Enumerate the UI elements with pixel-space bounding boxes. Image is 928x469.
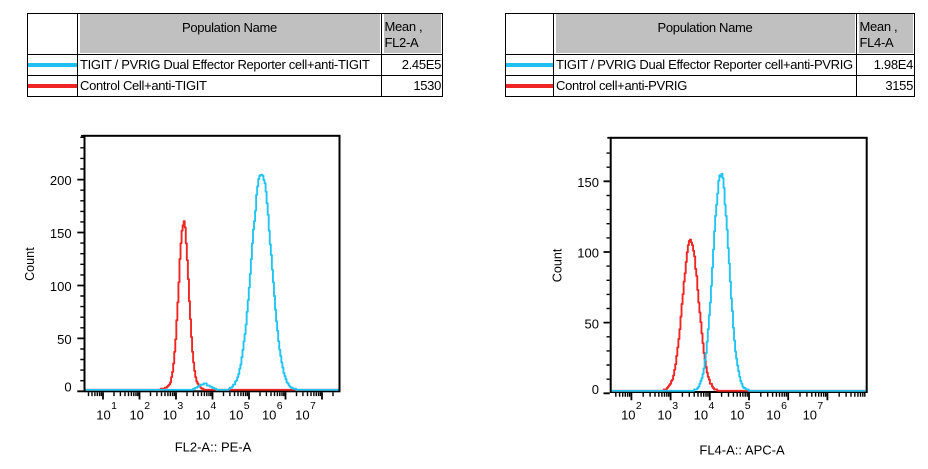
svg-text:50: 50: [57, 332, 71, 347]
svg-text:0: 0: [592, 382, 599, 397]
svg-text:10: 10: [730, 407, 744, 422]
svg-text:150: 150: [50, 226, 72, 241]
svg-text:10: 10: [163, 407, 177, 422]
svg-text:10: 10: [96, 407, 110, 422]
svg-text:0: 0: [64, 380, 71, 395]
svg-text:150: 150: [577, 175, 599, 190]
svg-text:3: 3: [177, 400, 183, 412]
svg-text:FL2-A:: PE-A: FL2-A:: PE-A: [175, 440, 252, 455]
svg-text:10: 10: [129, 407, 143, 422]
svg-text:7: 7: [310, 400, 316, 412]
svg-text:100: 100: [50, 279, 72, 294]
svg-text:FL4-A:: APC-A: FL4-A:: APC-A: [699, 443, 785, 458]
svg-text:10: 10: [803, 407, 817, 422]
svg-text:1: 1: [111, 400, 117, 412]
svg-text:10: 10: [621, 407, 635, 422]
svg-text:50: 50: [585, 316, 599, 331]
svg-text:5: 5: [745, 400, 751, 412]
svg-text:2: 2: [144, 400, 150, 412]
svg-text:3: 3: [672, 400, 678, 412]
svg-text:2: 2: [636, 400, 642, 412]
svg-text:Count: Count: [550, 248, 564, 282]
svg-text:10: 10: [295, 407, 309, 422]
svg-text:10: 10: [766, 407, 780, 422]
svg-text:5: 5: [244, 400, 250, 412]
svg-text:200: 200: [50, 173, 72, 188]
svg-text:7: 7: [817, 400, 823, 412]
svg-text:10: 10: [657, 407, 671, 422]
svg-text:100: 100: [577, 246, 599, 261]
svg-text:10: 10: [694, 407, 708, 422]
svg-text:6: 6: [781, 400, 787, 412]
svg-text:4: 4: [709, 400, 715, 412]
svg-text:4: 4: [211, 400, 217, 412]
svg-text:10: 10: [196, 407, 210, 422]
svg-text:Count: Count: [23, 247, 37, 281]
svg-text:6: 6: [277, 400, 283, 412]
svg-text:10: 10: [229, 407, 243, 422]
svg-text:10: 10: [262, 407, 276, 422]
